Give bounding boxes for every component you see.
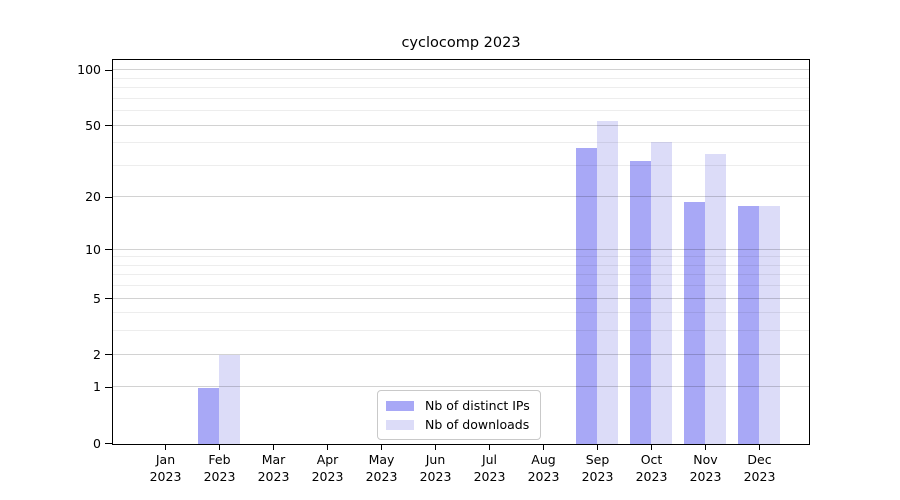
y-tick — [105, 196, 112, 199]
x-tick-label-year: 2023 — [527, 468, 560, 484]
x-tick-label: Jan 2023 — [131, 452, 201, 485]
x-tick-label-year: 2023 — [689, 468, 722, 484]
x-tick — [272, 445, 275, 450]
x-tick-label: Jul 2023 — [455, 452, 525, 485]
bar-oct-2023-nb-of-downloads — [651, 141, 672, 444]
x-tick-label-year: 2023 — [311, 468, 344, 484]
x-tick-label: Dec 2023 — [725, 452, 795, 485]
x-tick-label: Nov 2023 — [671, 452, 741, 485]
bar-nov-2023-nb-of-distinct-ips — [684, 201, 705, 444]
y-tick — [105, 69, 112, 72]
x-tick-label-month: Jul — [481, 452, 498, 467]
x-tick — [434, 445, 437, 450]
y-tick — [105, 442, 112, 445]
x-tick-label-month: May — [368, 452, 395, 467]
x-tick-label: Mar 2023 — [239, 452, 309, 485]
legend-item-nb-of-distinct-ips: Nb of distinct IPs — [386, 398, 530, 413]
x-tick-label: Feb 2023 — [185, 452, 255, 485]
x-tick-label: Jun 2023 — [401, 452, 471, 485]
x-tick — [650, 445, 653, 450]
bar-feb-2023-nb-of-distinct-ips — [198, 387, 219, 444]
x-tick-label-month: Aug — [531, 452, 556, 467]
bar-oct-2023-nb-of-distinct-ips — [630, 161, 651, 444]
x-tick-label: Sep 2023 — [563, 452, 633, 485]
y-tick-label: 10 — [85, 241, 101, 257]
x-tick — [218, 445, 221, 450]
x-tick — [704, 445, 707, 450]
y-tick — [105, 248, 112, 251]
y-tick-label: 100 — [77, 62, 101, 78]
x-tick-label-month: Jun — [425, 452, 446, 467]
x-tick-label: Oct 2023 — [617, 452, 687, 485]
legend-item-label: Nb of distinct IPs — [425, 398, 530, 413]
x-tick-label-month: Mar — [261, 452, 286, 467]
x-tick-label-year: 2023 — [473, 468, 506, 484]
x-tick-label-month: Dec — [747, 452, 772, 467]
y-tick-label: 1 — [93, 379, 101, 395]
x-tick-label-month: Sep — [585, 452, 610, 467]
plot-area — [112, 59, 810, 445]
legend-item-nb-of-downloads: Nb of downloads — [386, 417, 530, 432]
bar-sep-2023-nb-of-distinct-ips — [576, 147, 597, 444]
bar-dec-2023-nb-of-downloads — [759, 205, 780, 444]
chart-title: cyclocomp 2023 — [401, 35, 521, 51]
x-tick-label: Apr 2023 — [293, 452, 363, 485]
y-tick-label: 50 — [85, 117, 101, 133]
y-tick-label: 20 — [85, 189, 101, 205]
x-tick-label-month: Nov — [693, 452, 718, 467]
y-tick-label: 2 — [93, 346, 101, 362]
y-tick-label: 0 — [93, 435, 101, 451]
y-tick — [105, 124, 112, 127]
legend-swatch-icon — [386, 400, 414, 411]
x-tick-label: Aug 2023 — [509, 452, 579, 485]
x-tick-label-month: Jan — [155, 452, 176, 467]
x-tick-label-month: Oct — [640, 452, 663, 467]
x-tick — [380, 445, 383, 450]
x-tick — [758, 445, 761, 450]
y-tick-label: 5 — [93, 290, 101, 306]
bar-feb-2023-nb-of-downloads — [219, 355, 240, 444]
bar-dec-2023-nb-of-distinct-ips — [738, 205, 759, 444]
x-tick-label-year: 2023 — [365, 468, 398, 484]
x-tick-label-year: 2023 — [257, 468, 290, 484]
bar-nov-2023-nb-of-downloads — [705, 154, 726, 444]
y-tick — [105, 386, 112, 389]
x-tick — [542, 445, 545, 450]
x-tick-label-year: 2023 — [419, 468, 452, 484]
x-tick — [164, 445, 167, 450]
x-tick — [326, 445, 329, 450]
legend-item-label: Nb of downloads — [425, 417, 530, 432]
y-tick — [105, 353, 112, 356]
x-tick-label-month: Feb — [208, 452, 231, 467]
y-tick — [105, 297, 112, 300]
x-tick-label-year: 2023 — [581, 468, 614, 484]
bars-layer — [113, 60, 809, 444]
legend-swatch-icon — [386, 419, 414, 430]
x-tick-label-month: Apr — [316, 452, 339, 467]
x-tick-label: May 2023 — [347, 452, 417, 485]
x-tick-label-year: 2023 — [149, 468, 182, 484]
bar-sep-2023-nb-of-downloads — [597, 121, 618, 444]
x-tick-label-year: 2023 — [635, 468, 668, 484]
legend: Nb of distinct IPs Nb of downloads — [377, 390, 541, 440]
x-tick-label-year: 2023 — [203, 468, 236, 484]
x-tick-label-year: 2023 — [743, 468, 776, 484]
x-tick — [488, 445, 491, 450]
x-tick — [596, 445, 599, 450]
